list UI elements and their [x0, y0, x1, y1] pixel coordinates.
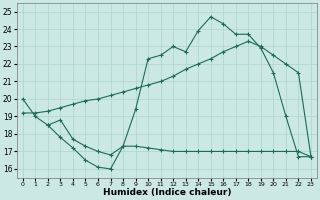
X-axis label: Humidex (Indice chaleur): Humidex (Indice chaleur) [103, 188, 231, 197]
